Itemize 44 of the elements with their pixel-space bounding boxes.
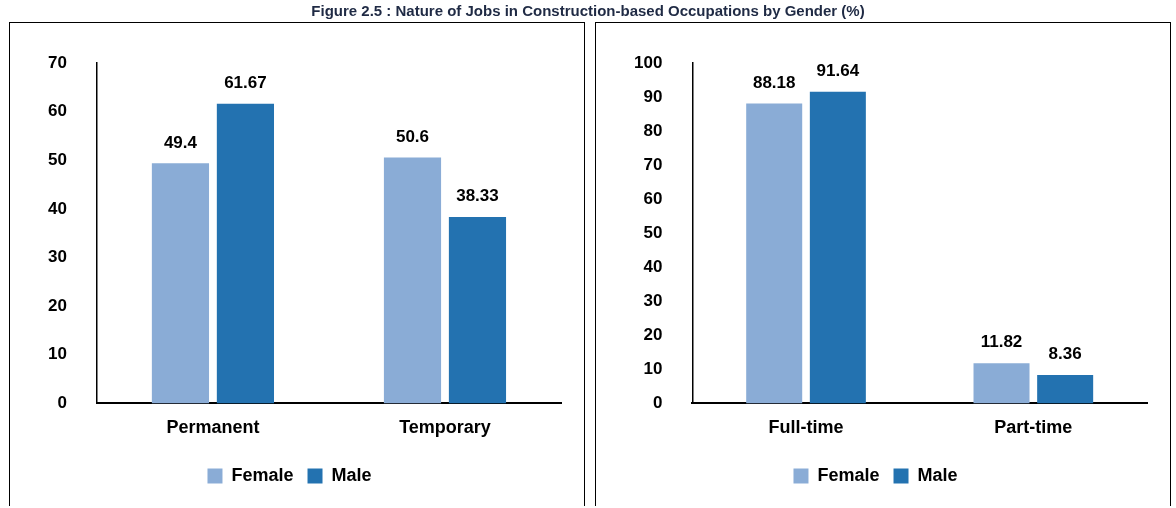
bar (216, 103, 275, 404)
legend-label: Male (331, 464, 372, 485)
data-label: 88.18 (752, 72, 796, 92)
y-tick-label: 60 (643, 188, 663, 208)
data-label: 49.4 (163, 132, 198, 152)
y-tick-label: 40 (47, 198, 67, 218)
y-tick-label: 0 (57, 393, 67, 413)
bar (383, 157, 442, 404)
data-label: 91.64 (816, 60, 860, 80)
y-tick-label: 30 (643, 291, 663, 311)
y-tick-label: 10 (643, 359, 663, 379)
y-tick-label: 70 (643, 154, 663, 174)
data-label: 61.67 (224, 72, 267, 92)
x-tick-label: Full-time (768, 417, 844, 438)
x-tick-label: Temporary (399, 417, 491, 438)
y-tick-label: 40 (643, 257, 663, 277)
bar (1037, 374, 1094, 404)
y-tick-label: 90 (643, 86, 663, 106)
bar (151, 163, 210, 404)
data-label: 38.33 (456, 186, 499, 206)
x-tick-label: Part-time (994, 417, 1073, 438)
y-tick-label: 10 (47, 344, 67, 364)
y-tick-label: 100 (633, 52, 663, 72)
y-tick-label: 50 (643, 222, 663, 242)
data-label: 50.6 (395, 126, 430, 146)
x-tick-label: Permanent (166, 417, 260, 438)
data-label: 8.36 (1048, 344, 1082, 364)
y-tick-label: 70 (47, 52, 67, 72)
bar (973, 363, 1030, 404)
y-tick-label: 80 (643, 120, 663, 140)
legend-label: Female (817, 464, 880, 485)
data-label: 11.82 (980, 332, 1023, 352)
chart-title: Figure 2.5 : Nature of Jobs in Construction-based Occupations by Gender (%) (310, 2, 866, 19)
bar (746, 103, 803, 404)
legend-label: Male (917, 464, 958, 485)
y-tick-label: 30 (47, 247, 67, 267)
y-tick-label: 20 (47, 295, 67, 315)
bar (809, 91, 866, 404)
y-tick-label: 0 (652, 393, 663, 413)
y-tick-label: 60 (47, 101, 67, 121)
y-tick-label: 20 (643, 325, 663, 345)
legend-label: Female (231, 464, 294, 485)
bar (448, 217, 507, 404)
y-tick-label: 50 (47, 150, 67, 170)
